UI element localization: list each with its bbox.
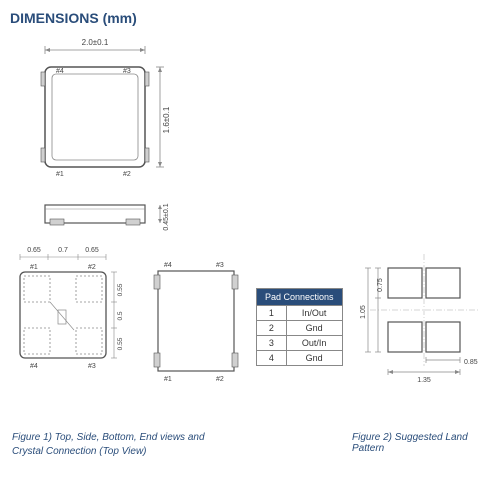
top-view: 2.0±0.1 #4 #3 #1 #2 1.6±0.1 [10, 32, 180, 182]
svg-text:0.45±0.1: 0.45±0.1 [163, 203, 170, 230]
end-view: #4 #3 #1 #2 [150, 255, 250, 385]
page-title: DIMENSIONS (mm) [10, 10, 490, 26]
svg-text:1.35: 1.35 [417, 377, 431, 384]
pad-connections-table: Pad Connections 1In/Out 2Gnd 3Out/In 4Gn… [256, 288, 343, 366]
svg-text:0.55: 0.55 [117, 283, 124, 296]
svg-text:#4: #4 [30, 363, 38, 370]
svg-text:0.7: 0.7 [58, 247, 68, 254]
figure2-caption: Figure 2) Suggested Land Pattern [352, 432, 500, 454]
svg-text:#4: #4 [164, 262, 172, 269]
svg-text:#1: #1 [164, 376, 172, 383]
svg-text:0.55: 0.55 [117, 337, 124, 350]
svg-text:0.5: 0.5 [117, 311, 124, 320]
svg-text:#2: #2 [216, 376, 224, 383]
side-view: 0.45±0.1 [10, 195, 180, 235]
svg-text:0.75: 0.75 [377, 278, 384, 292]
svg-text:#4: #4 [56, 68, 64, 75]
land-pattern: 0.75 1.05 0.85 1.35 [360, 240, 490, 390]
table-header: Pad Connections [257, 289, 343, 306]
svg-text:2.0±0.1: 2.0±0.1 [82, 38, 109, 47]
svg-text:0.65: 0.65 [85, 247, 99, 254]
svg-text:#1: #1 [56, 171, 64, 178]
svg-text:1.05: 1.05 [360, 305, 367, 319]
svg-text:0.65: 0.65 [27, 247, 41, 254]
svg-text:0.85: 0.85 [464, 359, 478, 366]
svg-text:#3: #3 [88, 363, 96, 370]
bottom-view: 0.65 0.7 0.65 #1 #2 #4 #3 0.55 0.5 0.55 [6, 240, 136, 390]
svg-text:#3: #3 [216, 262, 224, 269]
svg-text:#2: #2 [88, 264, 96, 271]
svg-text:#3: #3 [123, 68, 131, 75]
figure1-caption-a: Figure 1) Top, Side, Bottom, End views a… [12, 432, 205, 443]
figure1-caption-b: Crystal Connection (Top View) [12, 446, 147, 457]
svg-text:#2: #2 [123, 171, 131, 178]
svg-text:1.6±0.1: 1.6±0.1 [162, 106, 171, 133]
svg-text:#1: #1 [30, 264, 38, 271]
